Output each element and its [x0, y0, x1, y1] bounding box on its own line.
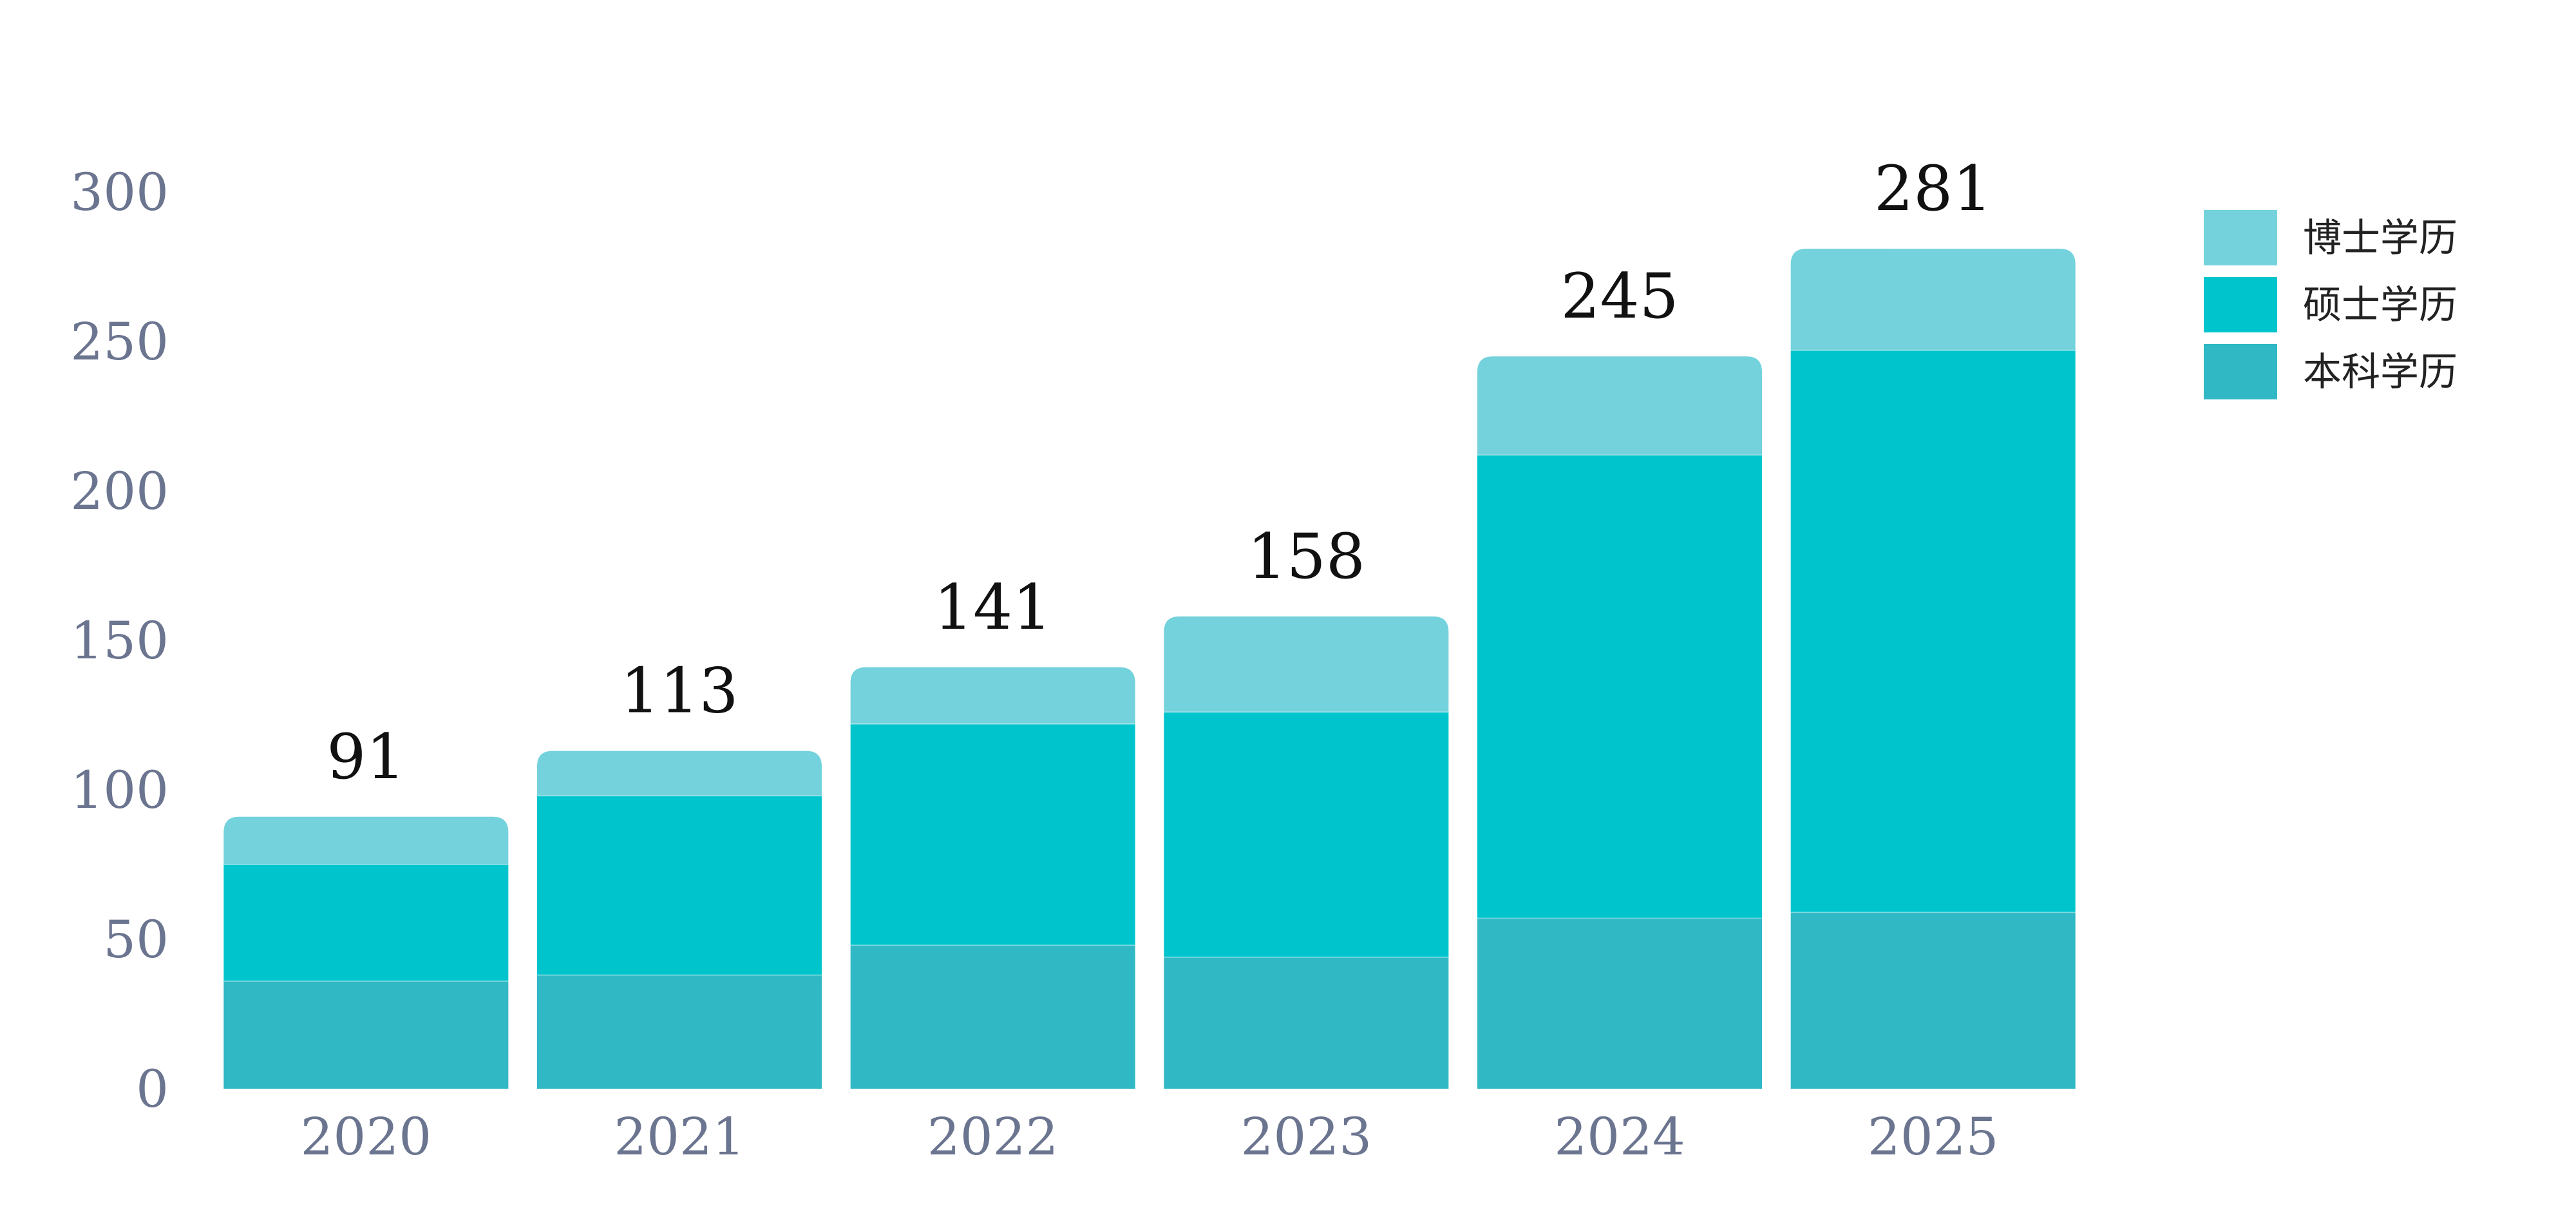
x-tick-label-2024: 2024: [1554, 1107, 1685, 1167]
legend-label-博士学历: 博士学历: [2303, 216, 2458, 261]
total-label-2024: 245: [1560, 260, 1678, 332]
bar-segment-本科学历-2022: [850, 945, 1135, 1089]
bar-segment-博士学历-2022: [850, 667, 1135, 724]
total-label-2021: 113: [620, 655, 738, 727]
bar-segment-本科学历-2024: [1477, 918, 1762, 1089]
total-labels: 91 113 141 158 245 281: [327, 153, 1992, 793]
y-tick-label: 300: [70, 162, 169, 222]
legend-swatch-博士学历: [2204, 210, 2277, 265]
legend-label-硕士学历: 硕士学历: [2303, 283, 2458, 328]
bar-segment-硕士学历-2021: [537, 796, 822, 975]
y-tick-label: 200: [70, 461, 169, 521]
x-tick-label-2022: 2022: [927, 1107, 1059, 1167]
bar-segment-硕士学历-2022: [850, 723, 1135, 946]
y-axis: 0 50 100 150 200 250 300: [70, 162, 169, 1119]
bar-segment-博士学历-2025: [1790, 249, 2076, 350]
y-tick-label: 250: [70, 312, 169, 372]
total-label-2022: 141: [934, 571, 1052, 644]
bar-segment-硕士学历-2020: [223, 865, 509, 981]
bar-segment-硕士学历-2023: [1164, 712, 1449, 957]
x-tick-label-2020: 2020: [301, 1107, 432, 1167]
bar-segment-本科学历-2021: [537, 975, 822, 1089]
x-tick-label-2023: 2023: [1241, 1107, 1372, 1167]
bar-segment-博士学历-2021: [537, 751, 822, 796]
legend-swatch-硕士学历: [2204, 277, 2277, 332]
y-tick-label: 50: [103, 910, 169, 970]
bar-segment-博士学历-2020: [223, 816, 509, 865]
bar-segment-博士学历-2024: [1477, 356, 1762, 455]
x-tick-label-2021: 2021: [614, 1107, 745, 1167]
bar-segment-本科学历-2020: [223, 980, 509, 1089]
x-axis: 2020 2021 2022 2023 2024 2025: [301, 1107, 1999, 1167]
total-label-2020: 91: [327, 721, 405, 793]
total-label-2023: 158: [1247, 521, 1365, 593]
legend-swatch-本科学历: [2204, 344, 2277, 399]
bar-segment-硕士学历-2024: [1477, 455, 1762, 919]
y-tick-label: 0: [136, 1059, 169, 1119]
bar-segment-本科学历-2025: [1790, 912, 2076, 1089]
x-tick-label-2025: 2025: [1868, 1107, 1999, 1167]
bars: [223, 249, 2076, 1089]
bar-segment-硕士学历-2025: [1790, 350, 2076, 913]
y-tick-label: 100: [70, 760, 169, 820]
bar-segment-博士学历-2023: [1164, 616, 1449, 712]
total-label-2025: 281: [1874, 153, 1992, 225]
y-tick-label: 150: [70, 611, 169, 671]
legend-label-本科学历: 本科学历: [2303, 350, 2458, 395]
bar-segment-本科学历-2023: [1164, 957, 1449, 1089]
